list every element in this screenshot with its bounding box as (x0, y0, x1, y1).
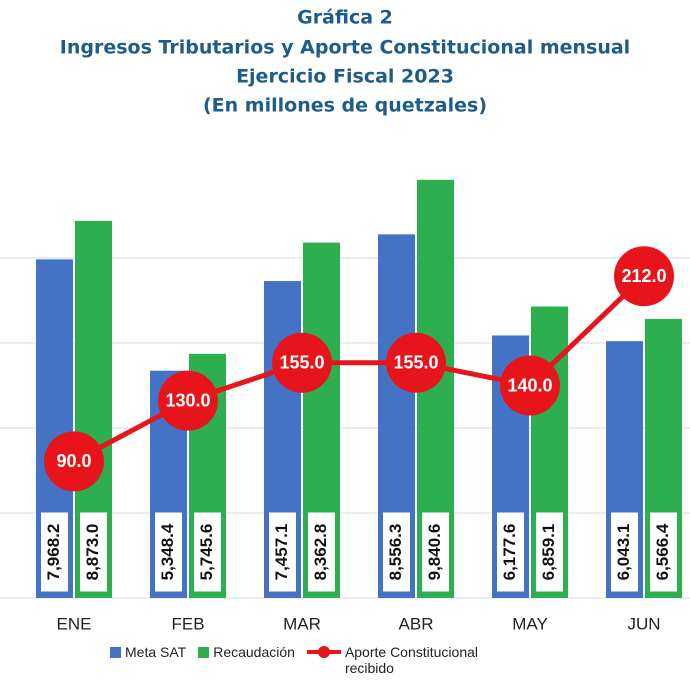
value-label-box (649, 511, 678, 593)
legend: Meta SAT Recaudación Aporte Constitucional… (110, 644, 520, 676)
value-label-box (79, 511, 108, 593)
legend-label: Recaudación (213, 644, 295, 660)
value-label: 9,840.6 (425, 524, 444, 581)
x-tick-label: MAY (512, 614, 548, 633)
value-label: 6,566.4 (653, 523, 672, 580)
x-tick-label: FEB (171, 614, 204, 633)
value-label: 7,968.2 (44, 524, 63, 581)
value-label: 8,873.0 (83, 524, 102, 581)
chart: Gráfica 2 Ingresos Tributarios y Aporte … (0, 7, 690, 633)
value-label: 6,177.6 (500, 524, 519, 581)
value-label-box (268, 511, 297, 593)
value-label-box (496, 511, 525, 593)
chart-title: Gráfica 2 (297, 7, 393, 29)
legend-swatch (306, 645, 341, 659)
value-label: 155.0 (279, 352, 324, 372)
value-label: 6,043.1 (614, 524, 633, 581)
legend-swatch (198, 647, 210, 658)
line-marker (272, 332, 332, 393)
line-marker (158, 370, 218, 431)
value-label-box (535, 511, 564, 593)
value-label-box (421, 511, 450, 593)
value-label-box (154, 511, 183, 593)
x-tick-label: ABR (399, 614, 434, 633)
value-label: 6,859.1 (539, 524, 558, 581)
legend-label: Aporte Constitucional recibido (344, 644, 479, 676)
legend-item: Recaudación (198, 644, 295, 660)
value-label: 7,457.1 (272, 524, 291, 581)
x-tick-label: JUN (627, 614, 660, 633)
chart-subtitle: Ejercicio Fiscal 2023 (236, 66, 454, 88)
value-label: 5,745.6 (197, 524, 216, 581)
x-tick-label: MAR (283, 614, 321, 633)
chart-subtitle: Ingresos Tributarios y Aporte Constituci… (60, 37, 630, 59)
legend-swatch (110, 647, 121, 658)
value-label: 5,348.4 (158, 523, 177, 580)
value-label: 155.0 (393, 352, 438, 372)
value-label-box (193, 511, 222, 593)
line-marker (500, 355, 560, 416)
chart-subtitle: (En millones de quetzales) (203, 95, 487, 117)
value-label-box (382, 511, 411, 593)
value-label: 90.0 (56, 451, 91, 471)
legend-item: Aporte Constitucional recibido (306, 644, 520, 676)
value-label: 8,362.8 (311, 524, 330, 581)
value-label: 8,556.3 (386, 524, 405, 581)
value-label: 212.0 (621, 266, 666, 286)
value-label-box (40, 511, 69, 593)
line-marker (614, 246, 674, 307)
value-label: 140.0 (507, 375, 552, 395)
value-label: 130.0 (165, 390, 210, 410)
legend-item: Meta SAT (110, 644, 186, 660)
x-tick-label: ENE (57, 614, 92, 633)
legend-label: Meta SAT (125, 644, 187, 660)
line-marker (44, 431, 104, 492)
value-label-box (307, 511, 336, 593)
line-marker (386, 332, 446, 393)
value-label-box (610, 511, 639, 593)
